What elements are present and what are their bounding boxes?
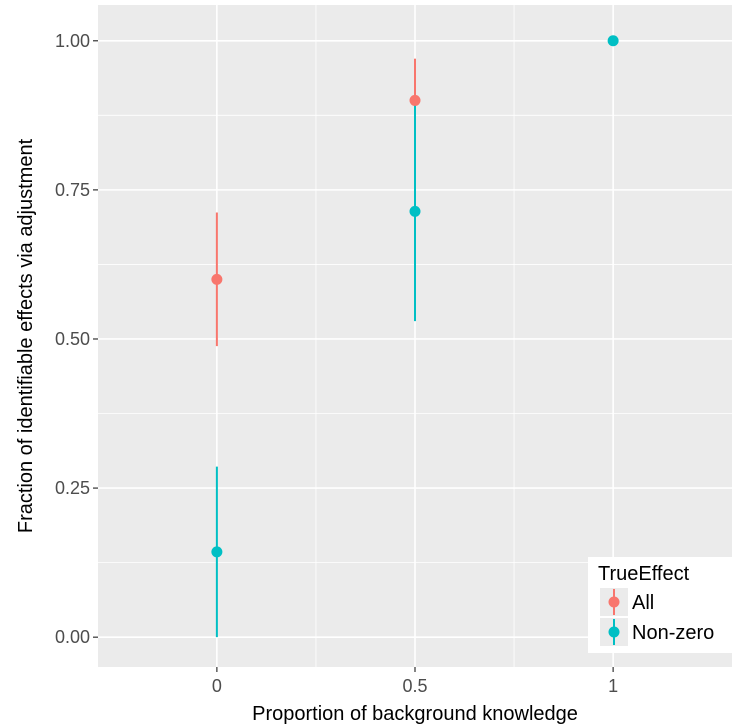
legend-key-point <box>608 596 620 608</box>
y-tick-label: 1.00 <box>55 31 90 51</box>
data-point <box>607 35 619 47</box>
x-tick-label: 0.5 <box>402 676 427 696</box>
x-tick-label: 1 <box>608 676 618 696</box>
data-points <box>211 35 619 558</box>
y-axis-title: Fraction of identifiable effects via adj… <box>15 138 37 533</box>
data-point <box>409 94 421 106</box>
x-axis: 0 0.5 1 <box>212 667 618 696</box>
legend-title: TrueEffect <box>598 563 690 585</box>
x-tick-label: 0 <box>212 676 222 696</box>
legend-label: Non-zero <box>632 622 714 644</box>
x-axis-title: Proportion of background knowledge <box>252 703 578 725</box>
data-point <box>409 205 421 217</box>
legend: TrueEffect All Non-zero <box>588 557 738 653</box>
y-tick-label: 0.00 <box>55 627 90 647</box>
data-point <box>211 273 223 285</box>
legend-label: All <box>632 592 654 614</box>
y-tick-label: 0.50 <box>55 329 90 349</box>
legend-key-point <box>608 626 620 638</box>
y-tick-label: 0.75 <box>55 180 90 200</box>
y-tick-label: 0.25 <box>55 478 90 498</box>
y-axis: 0.00 0.25 0.50 0.75 1.00 <box>55 31 98 647</box>
data-point <box>211 546 223 558</box>
